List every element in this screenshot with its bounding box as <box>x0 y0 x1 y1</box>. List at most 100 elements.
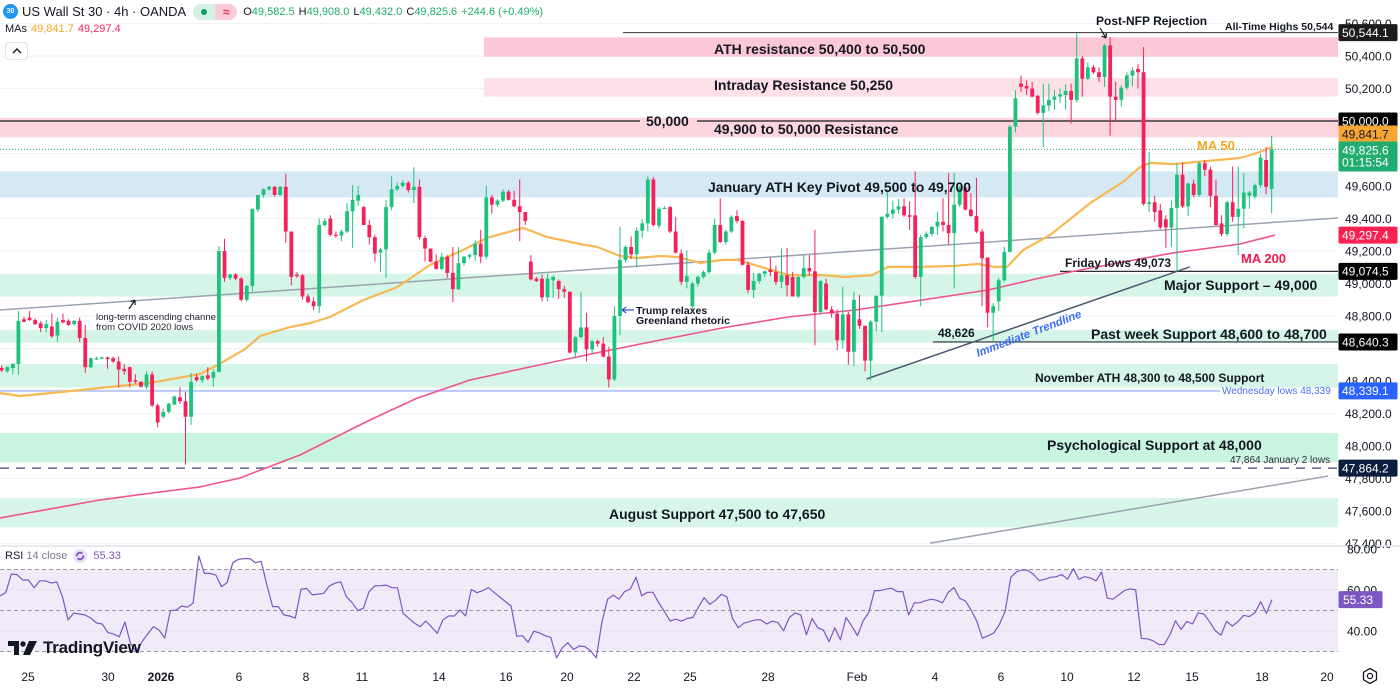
time-tick-label: 6 <box>236 670 243 684</box>
candle-body <box>997 280 1001 301</box>
rsi-value: 55.33 <box>93 550 121 562</box>
candle-body <box>752 281 756 290</box>
candle-body <box>1092 67 1096 72</box>
data-delay-badge[interactable]: ≈ <box>215 4 237 20</box>
candle-body <box>33 320 37 324</box>
time-tick-label: 14 <box>432 670 446 684</box>
price-tick-label: 48,800.0 <box>1345 309 1392 323</box>
candle-body <box>50 327 54 337</box>
candle-body <box>484 197 488 256</box>
candle-body <box>746 265 750 290</box>
candle-body <box>94 358 98 359</box>
candle-body <box>991 306 995 313</box>
candle-body <box>651 180 655 226</box>
annotation-label: All-Time Highs 50,544 <box>1225 21 1334 33</box>
price-tick-label: 47,600.0 <box>1345 504 1392 518</box>
candle-body <box>585 327 589 349</box>
candle-body <box>507 192 511 200</box>
price-axis[interactable]: 50,600.050,400.050,200.049,600.049,400.0… <box>1338 0 1400 551</box>
candle-body <box>128 367 132 382</box>
candle-body <box>117 362 121 370</box>
candle-body <box>250 209 254 286</box>
candle-body <box>345 211 349 231</box>
candle-body <box>741 221 745 265</box>
candle-body <box>663 208 667 209</box>
candle-body <box>468 255 472 257</box>
candle-body <box>969 210 973 217</box>
candle-body <box>802 268 806 277</box>
symbol-logo-icon[interactable]: 30 <box>3 4 18 19</box>
time-tick-label: Feb <box>847 670 868 684</box>
rsi-sync-icon[interactable] <box>73 549 87 563</box>
candle-body <box>629 247 633 254</box>
candle-body <box>406 183 410 190</box>
candle-body <box>1253 185 1257 196</box>
annotation-label: Friday lows 49,073 <box>1065 256 1171 270</box>
candle <box>239 277 243 301</box>
rsi-legend[interactable]: RSI 14 close 55.33 <box>5 549 121 563</box>
candle-body <box>106 357 110 359</box>
candle-body <box>133 380 137 382</box>
candle-body <box>1158 210 1162 227</box>
candle <box>819 280 823 314</box>
candle-body <box>1131 71 1135 76</box>
candle <box>646 176 650 231</box>
bar-countdown: 01:15:54 <box>1342 156 1389 170</box>
candle-body <box>1008 127 1012 252</box>
candle-body <box>975 216 979 231</box>
close-value: 49,825.6 <box>414 6 457 18</box>
annotation-label: 48,626 <box>938 326 975 340</box>
candle-body <box>557 281 561 289</box>
price-marker-label: 49,841.7 <box>1342 127 1389 141</box>
candle-body <box>340 232 344 236</box>
candle-body <box>936 222 940 227</box>
candle-body <box>574 337 578 352</box>
candle-body <box>373 237 377 253</box>
symbol-title[interactable]: US Wall St 30 · 4h · OANDA <box>22 4 186 19</box>
candle-body <box>223 251 227 278</box>
candle <box>679 249 683 285</box>
candle-body <box>512 200 516 207</box>
candle-body <box>1019 84 1023 87</box>
price-marker: 49,825.601:15:54 <box>1339 142 1398 172</box>
candle-body <box>891 210 895 214</box>
candle-body <box>679 253 683 281</box>
candle-body <box>1197 163 1201 195</box>
market-status-badge[interactable] <box>193 4 215 20</box>
candle-body <box>702 272 706 277</box>
candle-body <box>111 358 115 361</box>
candle-body <box>423 238 427 249</box>
candle <box>317 219 321 313</box>
candle-body <box>1053 97 1057 100</box>
candle-body <box>17 321 21 364</box>
candle <box>1225 201 1229 237</box>
candle-body <box>518 206 522 212</box>
candle-body <box>256 195 260 210</box>
candle-body <box>986 258 990 313</box>
tradingview-logo[interactable]: TradingView <box>8 638 141 658</box>
rsi-marker-label: 55.33 <box>1343 593 1373 607</box>
candle-body <box>596 341 600 343</box>
chart-settings-button[interactable] <box>1361 667 1379 685</box>
collapse-legend-button[interactable] <box>5 42 28 60</box>
candle <box>668 206 672 234</box>
candle-body <box>217 251 221 372</box>
candle-body <box>551 277 555 280</box>
candle-body <box>1025 86 1029 88</box>
candle-body <box>1002 252 1006 280</box>
rsi-tick-label: 40.00 <box>1347 624 1377 638</box>
candle-body <box>328 219 332 235</box>
candle-body <box>546 279 550 298</box>
candle <box>1259 154 1263 188</box>
price-marker-label: 49,074.5 <box>1342 265 1389 279</box>
candle-body <box>1086 67 1090 78</box>
time-tick-label: 12 <box>1127 670 1141 684</box>
price-tick-label: 48,000.0 <box>1345 439 1392 453</box>
candle-body <box>791 277 795 297</box>
candle-body <box>529 262 533 280</box>
candle-body <box>1125 76 1129 88</box>
candle-body <box>635 231 639 255</box>
candle-body <box>690 284 694 307</box>
